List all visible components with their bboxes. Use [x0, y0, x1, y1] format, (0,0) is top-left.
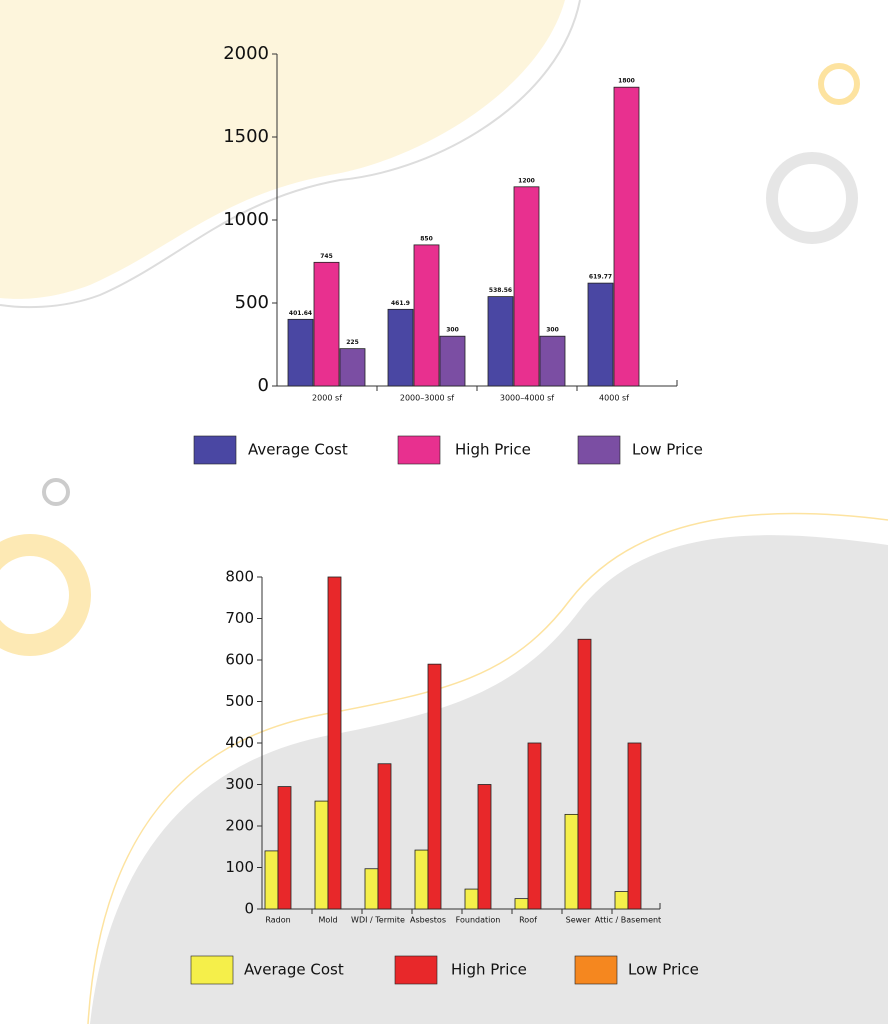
circle [42, 478, 70, 506]
y-tick-label: 1000 [223, 209, 269, 230]
data-label: 745 [320, 253, 333, 260]
bar [413, 244, 440, 387]
data-label: 850 [420, 235, 433, 242]
outline [87, 512, 888, 1024]
bar [564, 813, 579, 910]
bar [327, 576, 342, 910]
bar [627, 742, 642, 910]
circle [0, 534, 91, 656]
bar [464, 888, 479, 910]
y-tick-label: 700 [225, 609, 254, 627]
bar [277, 786, 292, 910]
legend-swatch [190, 955, 234, 985]
bar [387, 308, 414, 387]
data-label: 300 [546, 327, 559, 334]
data-label: 225 [346, 339, 359, 346]
bar [377, 763, 392, 910]
y-tick-label: 0 [258, 375, 269, 396]
x-tick-label: Foundation [456, 916, 501, 925]
bar [264, 850, 279, 910]
legend-label: High Price [451, 961, 527, 979]
x-tick-label: Sewer [566, 916, 591, 925]
bar [587, 282, 614, 387]
bar [287, 318, 314, 387]
y-tick-label: 100 [225, 858, 254, 876]
y-tick-label: 500 [225, 692, 254, 710]
legend-swatch [574, 955, 618, 985]
circle [766, 152, 858, 244]
bar [487, 296, 514, 387]
bar [513, 186, 540, 387]
x-tick-label: Radon [265, 916, 290, 925]
data-label: 300 [446, 327, 459, 334]
y-tick-label: 300 [225, 775, 254, 793]
legend-swatch [577, 435, 621, 465]
data-label: 401.64 [289, 310, 312, 317]
data-label: 538.56 [489, 287, 512, 294]
y-tick-label: 200 [225, 817, 254, 835]
x-tick-label: Roof [519, 916, 537, 925]
legend-label: Low Price [632, 441, 703, 459]
x-tick-label: 2000 sf [312, 394, 342, 403]
data-label: 1200 [518, 177, 535, 184]
x-tick-label: 4000 sf [599, 394, 629, 403]
bar [577, 638, 592, 910]
y-tick-label: 600 [225, 651, 254, 669]
y-tick-label: 500 [235, 292, 269, 313]
x-tick-label: 3000–4000 sf [500, 394, 554, 403]
bar [514, 898, 529, 910]
bar [427, 663, 442, 910]
gray-blob [90, 535, 888, 1024]
x-tick-label: 2000–3000 sf [400, 394, 454, 403]
y-tick-label: 1500 [223, 126, 269, 147]
legend-swatch [394, 955, 438, 985]
data-label: 461.9 [391, 300, 410, 307]
legend-label: Average Cost [248, 441, 348, 459]
bar [527, 742, 542, 910]
legend-swatch [193, 435, 237, 465]
bar [439, 335, 466, 387]
y-tick-label: 800 [225, 568, 254, 586]
bar [339, 348, 366, 387]
bar [414, 849, 429, 910]
bar [477, 784, 492, 910]
legend-swatch [397, 435, 441, 465]
bar [313, 261, 340, 387]
bar [314, 800, 329, 910]
x-tick-label: Asbestos [410, 916, 446, 925]
y-tick-label: 0 [244, 900, 254, 918]
y-tick-label: 400 [225, 734, 254, 752]
x-tick-label: Attic / Basement [595, 916, 661, 925]
x-tick-label: Mold [318, 916, 337, 925]
x-tick-label: WDI / Termite [351, 916, 405, 925]
legend-label: High Price [455, 441, 531, 459]
circle [818, 63, 860, 105]
data-label: 619.77 [589, 274, 612, 281]
cream-blob [0, 0, 565, 299]
bar [364, 868, 379, 910]
data-label: 1800 [618, 78, 635, 85]
legend-label: Average Cost [244, 961, 344, 979]
legend-label: Low Price [628, 961, 699, 979]
bar [614, 891, 629, 910]
outline [0, 0, 581, 309]
y-tick-label: 2000 [223, 43, 269, 64]
bar [539, 335, 566, 387]
bar [613, 86, 640, 387]
